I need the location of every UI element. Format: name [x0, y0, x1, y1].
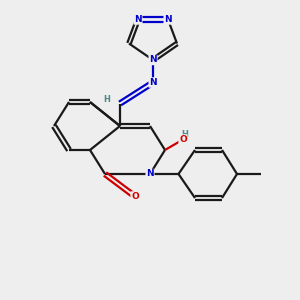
Text: N: N: [164, 15, 172, 24]
Text: N: N: [149, 78, 157, 87]
Text: H: H: [103, 95, 110, 104]
Text: O: O: [179, 135, 187, 144]
Text: N: N: [149, 56, 157, 64]
Text: O: O: [131, 192, 139, 201]
Text: N: N: [146, 169, 154, 178]
Text: H: H: [181, 130, 188, 139]
Text: N: N: [134, 15, 142, 24]
